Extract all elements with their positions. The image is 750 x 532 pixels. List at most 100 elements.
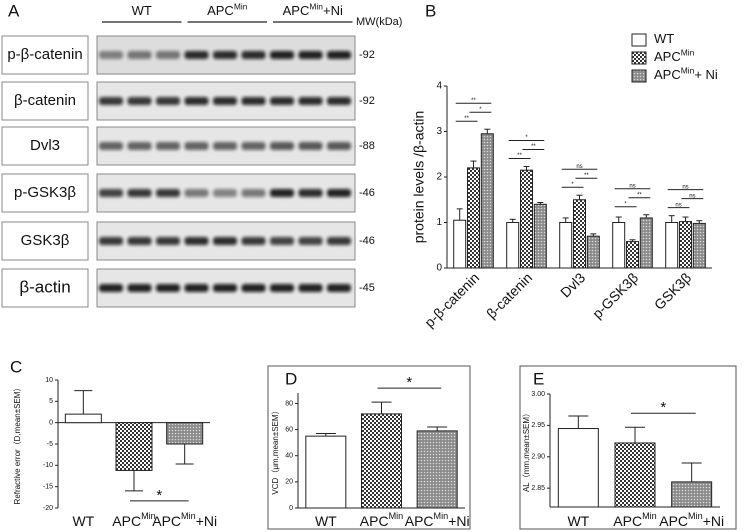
- band: [327, 97, 351, 105]
- band: [127, 51, 152, 59]
- label-sup: Min: [681, 48, 695, 58]
- band: [327, 142, 351, 150]
- panel-letter: E: [533, 369, 544, 388]
- bar: [559, 222, 573, 269]
- band: [156, 142, 180, 150]
- band: [156, 51, 180, 59]
- significance-label: **: [517, 153, 522, 159]
- significance-label: *: [406, 374, 412, 391]
- band: [99, 142, 123, 150]
- y-tick-label: -20: [43, 505, 53, 512]
- band: [127, 97, 152, 105]
- label-text: APC: [152, 513, 181, 529]
- legend-swatch: [631, 69, 647, 83]
- y-tick-label: 0: [49, 420, 53, 427]
- significance-label: *: [624, 201, 627, 207]
- bar: [416, 430, 458, 509]
- row-label-box: [1, 35, 89, 75]
- label-text: APC: [112, 513, 141, 529]
- panel-letter: D: [285, 369, 297, 388]
- y-tick-label: 5: [49, 398, 53, 405]
- y-tick-label: 0: [436, 263, 442, 274]
- label: APCMin: [654, 48, 695, 65]
- significance-label: ns: [689, 193, 695, 199]
- band: [184, 142, 209, 150]
- bar: [671, 481, 713, 508]
- label: APCMin: [360, 512, 403, 529]
- significance-label: **: [531, 144, 536, 150]
- label-sup: Min: [688, 512, 703, 522]
- label-sup: Min: [141, 512, 156, 522]
- y-tick-label: 80: [285, 400, 293, 407]
- y-tick-label: -5: [47, 441, 53, 448]
- y-tick-label: 2: [436, 172, 442, 183]
- band: [213, 237, 237, 245]
- band: [241, 237, 266, 245]
- panel-letter: C: [10, 357, 22, 376]
- significance-label: ns: [675, 202, 681, 208]
- y-tick-label: 2.90: [531, 454, 545, 461]
- row-label-box: [1, 221, 89, 261]
- band: [156, 237, 180, 245]
- bar: [612, 222, 626, 269]
- label-text: APC: [654, 67, 681, 82]
- band: [184, 97, 209, 105]
- label: APCMin+Ni: [283, 2, 343, 19]
- bar: [480, 133, 494, 269]
- label-text: APC: [283, 3, 310, 18]
- band: [298, 237, 323, 245]
- bar: [506, 222, 520, 269]
- band: [270, 284, 294, 292]
- mw-header: MW(kDa): [356, 16, 402, 28]
- band: [184, 237, 209, 245]
- band: [241, 284, 266, 292]
- y-tick-label: 3.00: [531, 391, 545, 398]
- label-text: WT: [72, 513, 94, 529]
- band: [213, 51, 237, 59]
- band: [327, 237, 351, 245]
- band: [327, 51, 351, 59]
- bar: [692, 222, 706, 269]
- mw-label: -46: [359, 235, 375, 247]
- protein-label: GSK3β: [21, 232, 70, 249]
- legend-swatch: [631, 51, 647, 65]
- y-tick-label: 0: [289, 505, 293, 512]
- label-text: APC: [207, 3, 234, 18]
- row-label-box: [1, 173, 89, 213]
- mw-label: -46: [359, 187, 375, 199]
- label: APCMin+Ni: [659, 512, 724, 529]
- label-text: APC: [654, 49, 681, 64]
- band: [298, 51, 323, 59]
- y-axis-label: VCD（μm,mean±SEM）: [271, 406, 280, 494]
- band: [127, 142, 152, 150]
- significance-label: *: [156, 487, 162, 504]
- panel-frame: [519, 365, 737, 530]
- bar: [614, 442, 656, 508]
- significance-label: *: [660, 399, 666, 416]
- y-tick-label: 20: [285, 479, 293, 486]
- label-sup: Min: [309, 2, 323, 12]
- label: APCMin+Ni: [152, 512, 217, 529]
- label-sup: Min: [181, 512, 196, 522]
- bar: [626, 241, 639, 269]
- label-text: APC: [659, 513, 688, 529]
- label-suffix: + Ni: [694, 67, 718, 82]
- band: [298, 189, 323, 197]
- band: [213, 189, 237, 197]
- band: [99, 97, 123, 105]
- band: [184, 189, 209, 197]
- band: [241, 142, 266, 150]
- label-text: APC: [360, 513, 389, 529]
- significance-label: **: [584, 173, 589, 179]
- bar: [453, 219, 467, 269]
- label-sup: Min: [681, 66, 695, 76]
- label-text: WT: [132, 3, 152, 18]
- label-text: APC: [613, 513, 642, 529]
- bar: [639, 217, 653, 269]
- bar: [520, 169, 533, 269]
- bar: [665, 222, 679, 269]
- x-tick-label: Dvl3: [557, 269, 588, 300]
- protein-label: p-GSK3β: [14, 184, 76, 201]
- label-text: WT: [315, 513, 337, 529]
